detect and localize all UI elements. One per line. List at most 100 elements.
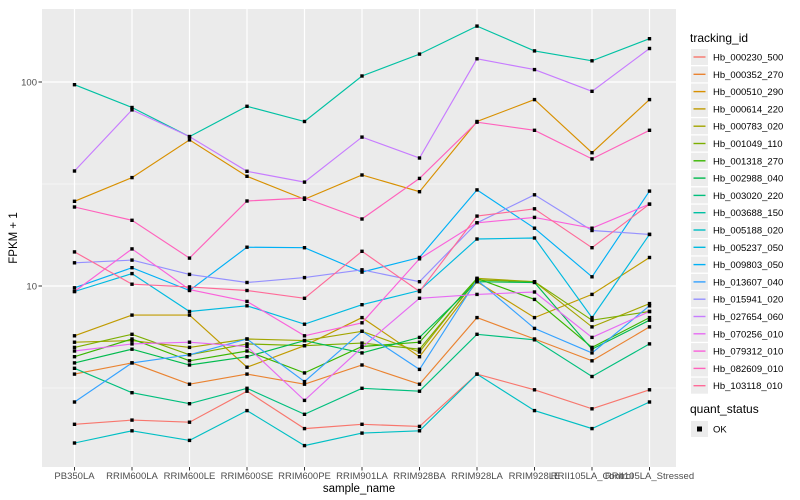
data-point: [532, 297, 537, 302]
x-tick-label: RRIM928LE: [509, 471, 561, 482]
data-point: [590, 157, 594, 161]
data-point: [360, 268, 364, 272]
data-point: [647, 315, 652, 320]
data-point: [647, 342, 652, 346]
data-point: [532, 408, 537, 413]
data-point: [130, 342, 134, 346]
data-point: [187, 287, 192, 292]
data-point: [72, 199, 77, 203]
data-point: [360, 321, 364, 325]
data-point: [130, 266, 134, 270]
data-point: [72, 83, 77, 87]
data-point: [72, 286, 77, 290]
data-point: [475, 24, 479, 28]
data-point: [72, 340, 77, 344]
data-point: [72, 355, 77, 359]
data-point: [532, 67, 537, 72]
data-point: [417, 190, 422, 194]
legend-entries: Hb_000230_500 Hb_000352_270 Hb_000510_290 H…: [691, 49, 783, 394]
data-point: [245, 288, 249, 293]
data-point: [360, 351, 364, 355]
data-point: [245, 355, 249, 359]
data-point: [590, 318, 594, 322]
data-point: [187, 256, 192, 260]
legend-label: Hb_003020_220: [713, 191, 783, 202]
data-point: [302, 371, 307, 375]
data-point: [647, 309, 652, 314]
data-point: [360, 270, 364, 274]
data-point: [302, 322, 307, 326]
data-point: [647, 37, 652, 41]
data-point: [590, 359, 594, 363]
data-point: [72, 169, 77, 173]
data-point: [130, 175, 134, 180]
data-point: [360, 173, 364, 177]
data-point: [475, 214, 479, 218]
data-point: [475, 372, 479, 376]
data-point: [590, 226, 594, 230]
data-point: [245, 349, 249, 353]
data-point: [532, 193, 537, 197]
x-tick-label: RRIM928BA: [393, 471, 446, 482]
data-point: [245, 299, 249, 304]
data-point: [475, 292, 479, 297]
legend-label: Hb_103118_010: [713, 381, 783, 392]
data-point: [532, 290, 537, 294]
data-point: [590, 246, 594, 250]
legend-label: Hb_082609_010: [713, 364, 783, 375]
data-point: [130, 108, 134, 112]
data-point: [417, 424, 422, 429]
legend-label: Hb_000230_500: [713, 53, 783, 64]
data-point: [245, 389, 249, 393]
legend-label: Hb_027654_060: [713, 312, 783, 323]
legend-label: Hb_003688_150: [713, 208, 783, 219]
data-point: [417, 289, 422, 294]
data-point: [417, 335, 422, 340]
legend-label: Hb_000783_020: [713, 122, 783, 133]
data-point: [417, 340, 422, 344]
x-tick-label: RRIM928LA: [451, 471, 503, 482]
data-point: [302, 334, 307, 338]
legend-label: Hb_013607_040: [713, 277, 783, 288]
data-point: [187, 420, 192, 424]
data-point: [360, 315, 364, 320]
data-point: [647, 325, 652, 329]
data-point: [187, 313, 192, 317]
data-point: [590, 426, 594, 431]
data-point: [302, 379, 307, 384]
data-point: [130, 347, 134, 351]
data-point: [360, 74, 364, 78]
data-point: [475, 188, 479, 192]
data-point: [130, 429, 134, 433]
data-point: [417, 389, 422, 393]
data-point: [245, 104, 249, 108]
data-point: [245, 372, 249, 376]
legend-label: Hb_009803_050: [713, 260, 783, 271]
data-point: [72, 366, 77, 370]
x-tick-label: RRII105LA_Stressed: [605, 471, 694, 482]
data-point: [187, 382, 192, 386]
data-point: [647, 189, 652, 193]
quant-status-legend-title: quant_status: [690, 402, 759, 416]
data-point: [187, 353, 192, 357]
y-tick-label: 100: [21, 78, 37, 89]
data-point: [475, 332, 479, 336]
data-point: [245, 304, 249, 308]
data-point: [130, 258, 134, 262]
data-point: [532, 215, 537, 220]
x-tick-label: RRII105LA_Control: [551, 471, 633, 482]
data-point: [72, 441, 77, 445]
data-point: [72, 361, 77, 365]
data-point: [130, 105, 134, 110]
data-point: [417, 257, 422, 261]
data-point: [245, 245, 249, 249]
data-point: [590, 59, 594, 63]
data-point: [360, 249, 364, 253]
x-tick-label: RRIM600SE: [221, 471, 274, 482]
x-tick-label: RRIM600PE: [278, 471, 331, 482]
data-point: [417, 52, 422, 56]
x-tick-label: RRIM600LE: [164, 471, 216, 482]
data-point: [532, 128, 537, 132]
data-point: [532, 326, 537, 331]
